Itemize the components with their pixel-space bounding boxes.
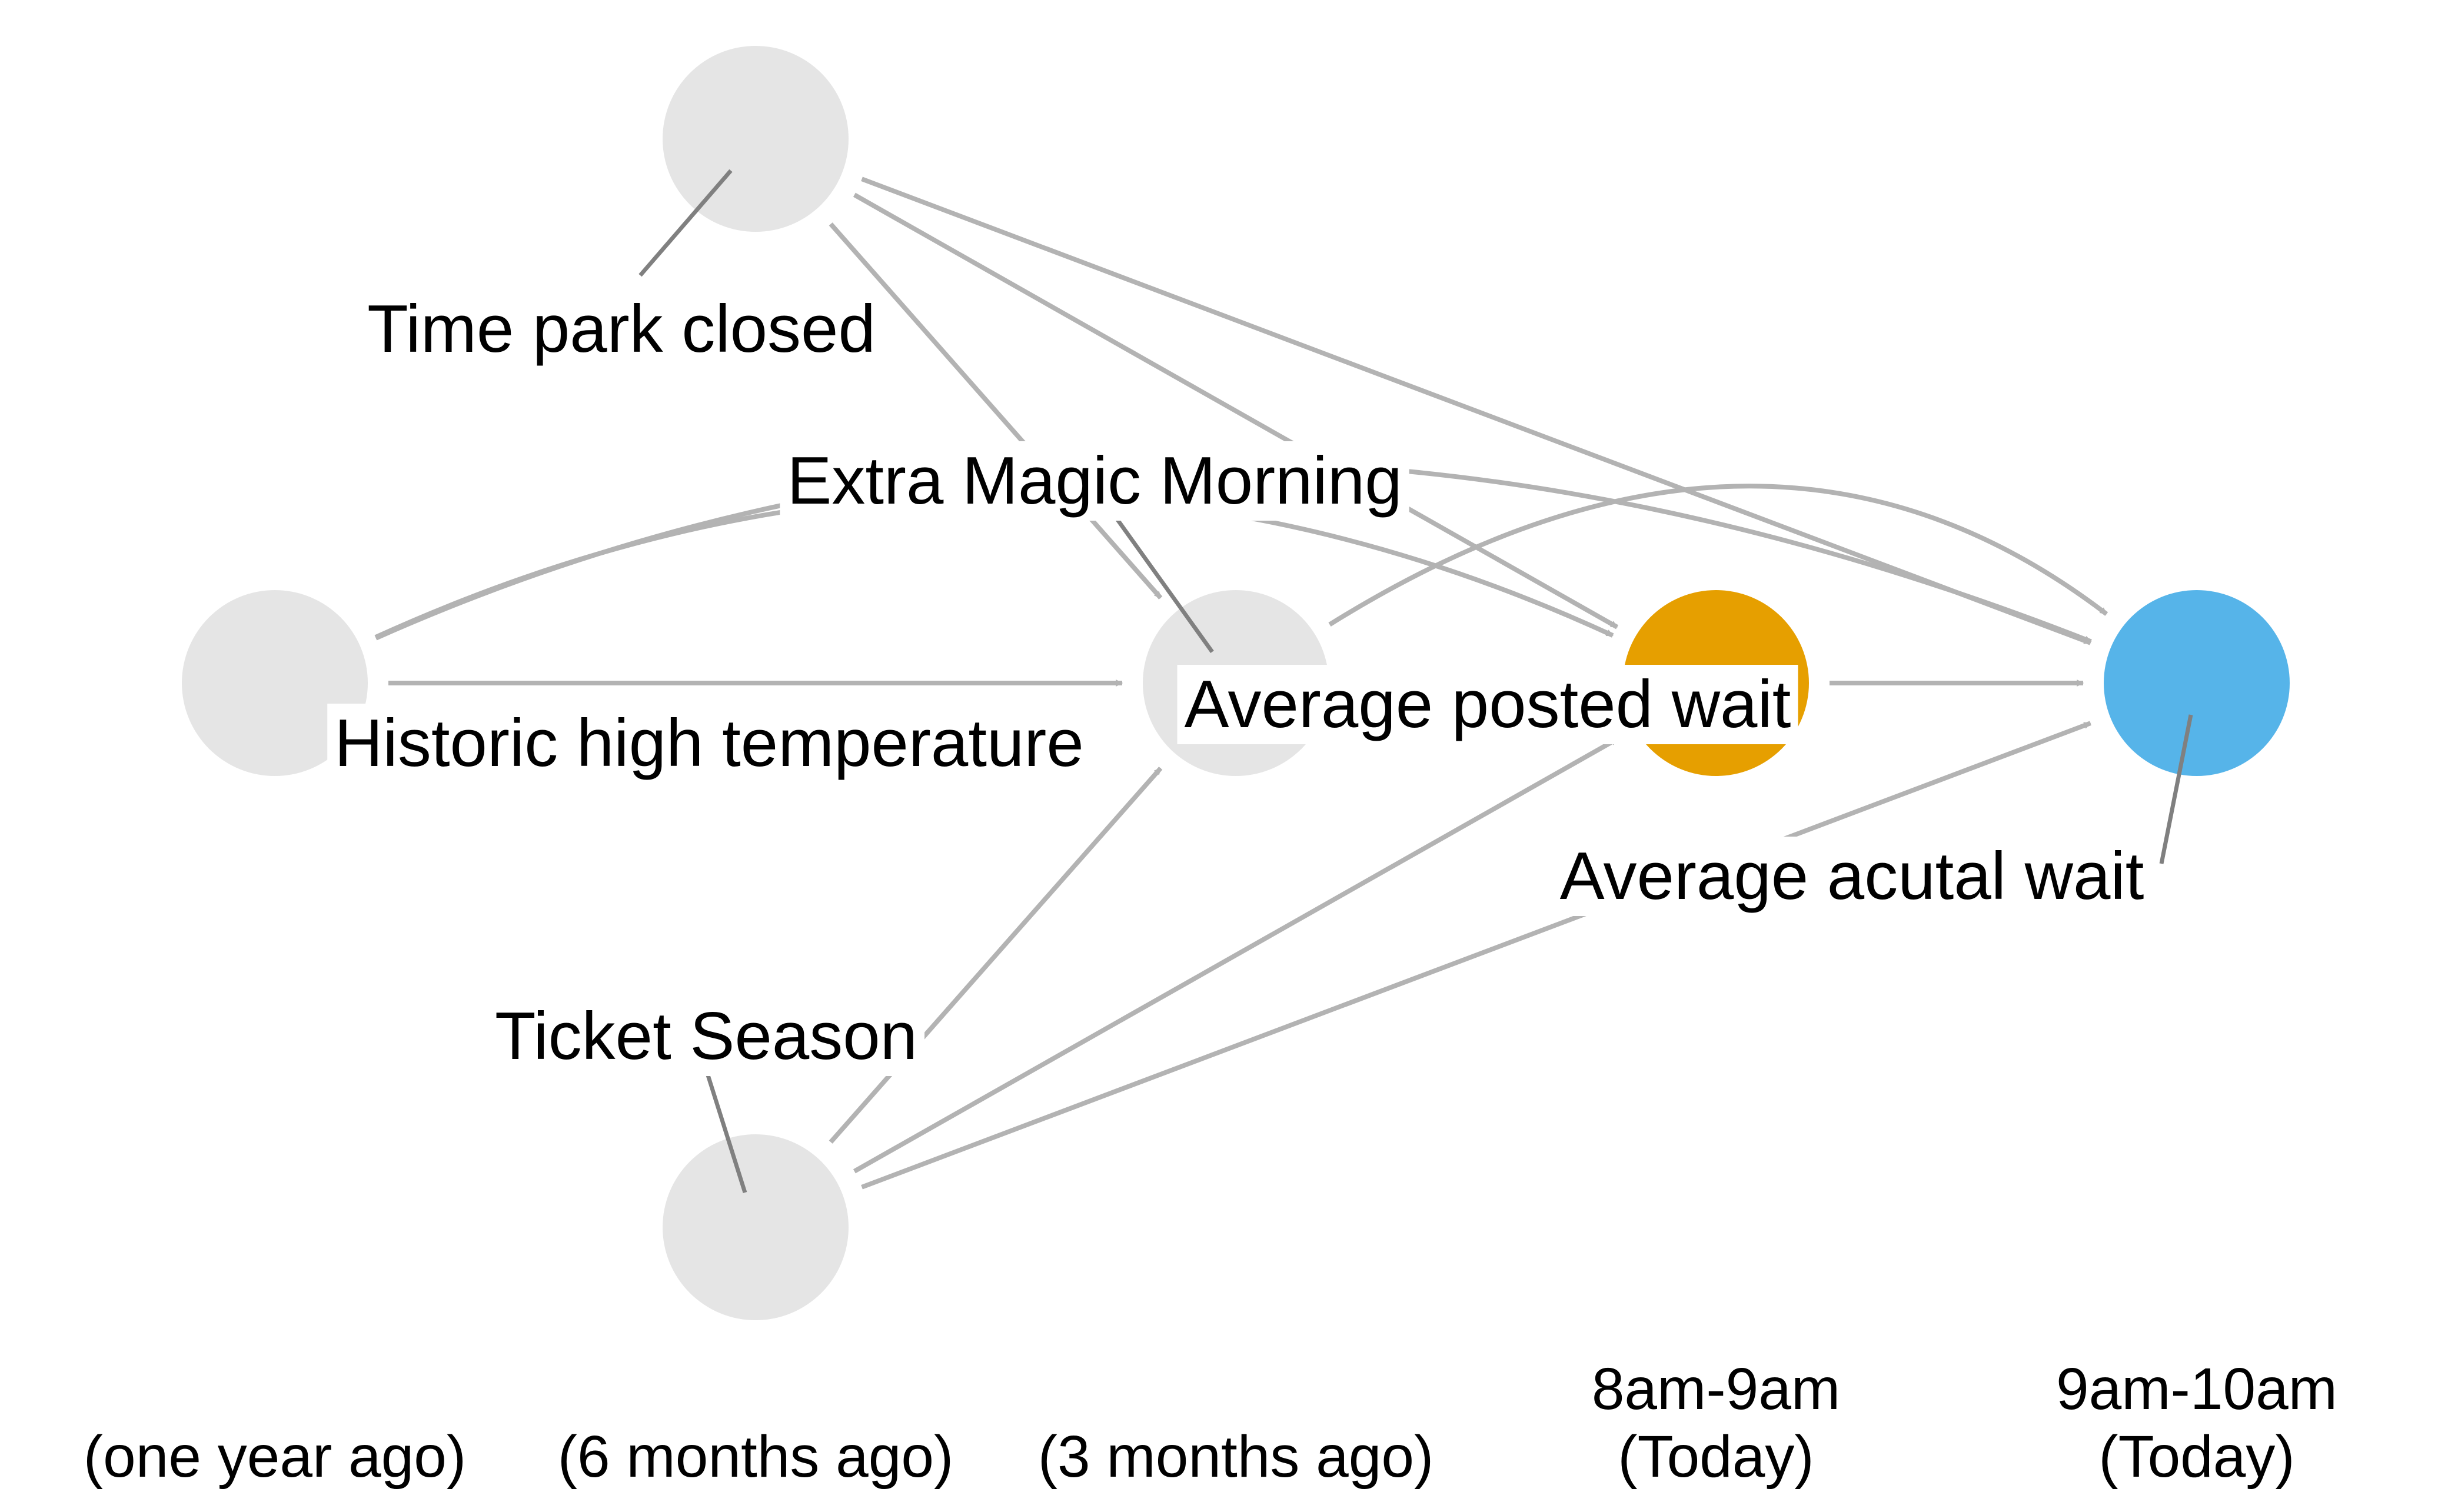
- label-leader-emm: [1109, 509, 1214, 654]
- node-label-background-temp: [327, 704, 1091, 783]
- node-label-background-park_close: [360, 289, 883, 369]
- edge-ticket-to-actual: [861, 721, 2091, 1190]
- node-label-temp: Historic high temperature: [334, 706, 1084, 781]
- node-temp: [182, 590, 368, 776]
- node-label-background-posted: [1177, 665, 1798, 744]
- label-leaders: [638, 169, 2193, 1194]
- edge-emm-to-actual: [1328, 484, 2108, 627]
- node-label-posted: Average posted wait: [1185, 667, 1791, 742]
- node-label-ticket: Ticket Season: [495, 999, 917, 1074]
- edge-park_close-to-actual: [861, 176, 2091, 645]
- label-leader-ticket: [704, 1068, 747, 1194]
- edge-park_close-to-posted: [853, 192, 1619, 630]
- time-label-six-months-ago: (6 months ago): [558, 1424, 954, 1490]
- time-label-9am-10am-today: (Today): [2098, 1424, 2294, 1490]
- time-label-three-months-ago: (3 months ago): [1038, 1424, 1434, 1490]
- edge-ticket-to-emm: [829, 767, 1163, 1144]
- time-label-8am-9am-today: (Today): [1618, 1424, 1814, 1490]
- time-label-one-year-ago: (one year ago): [84, 1424, 466, 1490]
- node-ticket: [663, 1134, 849, 1320]
- edge-ticket-to-posted: [853, 737, 1619, 1174]
- edge-park_close-to-emm: [829, 222, 1163, 600]
- node-actual: [2104, 590, 2290, 776]
- label-leader-actual: [2159, 714, 2193, 864]
- node-label-emm: Extra Magic Morning: [787, 444, 1402, 518]
- node-label-actual: Average acutal wait: [1560, 839, 2144, 914]
- time-label-8am-9am: 8am-9am: [1592, 1356, 1840, 1422]
- node-label-background-emm: [780, 441, 1409, 521]
- node-label-background-ticket: [487, 997, 925, 1076]
- node-park_close: [663, 46, 849, 232]
- time-label-9am-10am: 9am-10am: [2056, 1356, 2337, 1422]
- node-label-background-actual: [1552, 837, 2151, 916]
- node-labels: Time park closed Extra Magic Morning Histo…: [327, 289, 2151, 1076]
- time-axis: (one year ago) (6 months ago) (3 months …: [84, 1356, 2337, 1490]
- node-label-park_close: Time park closed: [367, 292, 876, 367]
- label-leader-park_close: [638, 169, 733, 277]
